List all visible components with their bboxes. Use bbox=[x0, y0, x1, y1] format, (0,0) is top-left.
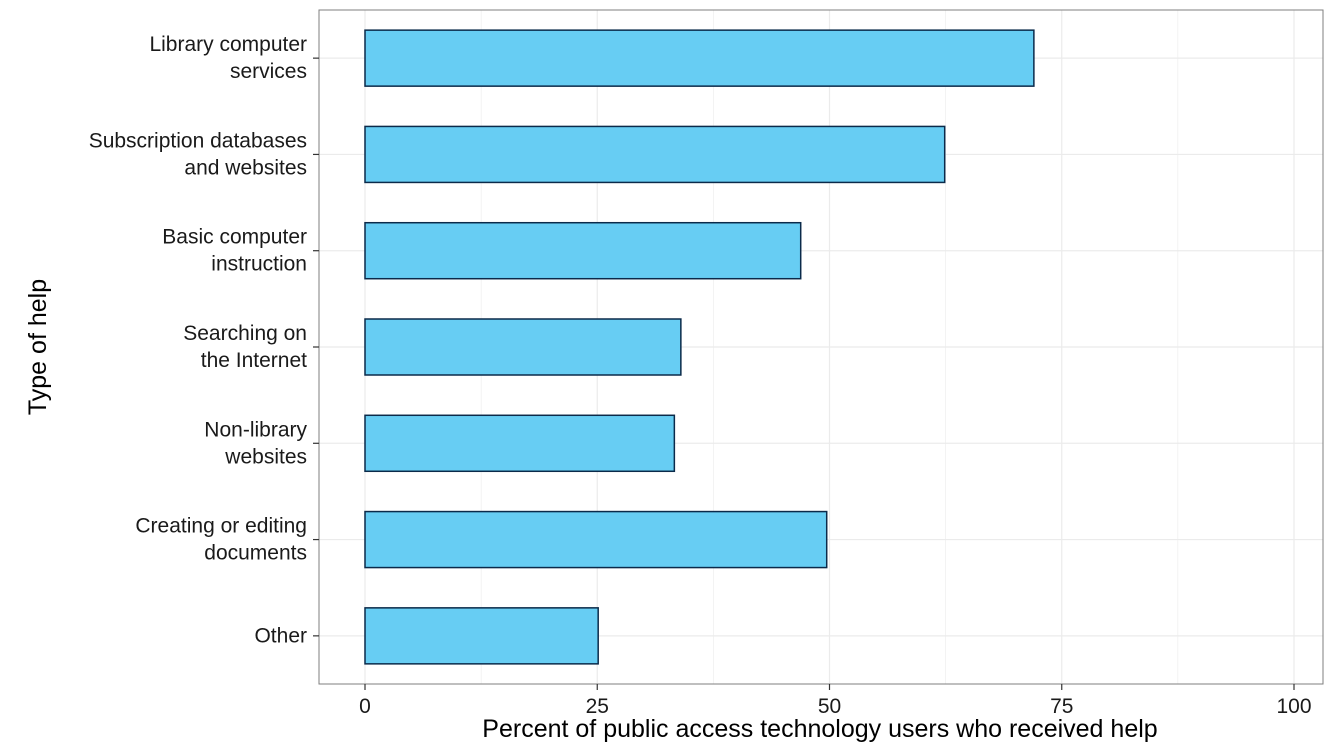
bar bbox=[364, 414, 676, 473]
bar bbox=[364, 318, 682, 376]
bar bbox=[364, 125, 946, 184]
x-tick-label: 0 bbox=[359, 695, 371, 718]
x-tick-label: 75 bbox=[1050, 695, 1073, 718]
y-tick-label: instruction bbox=[211, 253, 307, 276]
y-tick-label: documents bbox=[204, 542, 307, 565]
y-tick-label: websites bbox=[224, 445, 307, 468]
y-tick-label: the Internet bbox=[201, 349, 307, 372]
y-tick-label: and websites bbox=[184, 156, 307, 179]
bar bbox=[364, 29, 1035, 87]
x-tick-label: 100 bbox=[1276, 695, 1311, 718]
bars bbox=[364, 29, 1035, 665]
y-tick-label: Searching on bbox=[183, 322, 307, 345]
bar bbox=[364, 221, 802, 280]
y-tick-label: Other bbox=[254, 624, 307, 647]
bar bbox=[364, 510, 828, 569]
bar bbox=[364, 607, 599, 665]
x-axis-title: Percent of public access technology user… bbox=[482, 715, 1157, 743]
x-tick-label: 50 bbox=[818, 695, 841, 718]
axes: Library computer services Subscription dat… bbox=[89, 33, 1312, 718]
x-tick-label: 25 bbox=[586, 695, 609, 718]
y-tick-label: Subscription databases bbox=[89, 129, 307, 152]
y-tick-label: Basic computer bbox=[162, 226, 307, 249]
y-tick-label: Library computer bbox=[149, 33, 307, 56]
y-tick-label: Non-library bbox=[204, 418, 307, 441]
y-tick-label: Creating or editing bbox=[135, 515, 307, 538]
y-tick-label: services bbox=[230, 60, 307, 83]
y-axis-title: Type of help bbox=[24, 279, 52, 415]
